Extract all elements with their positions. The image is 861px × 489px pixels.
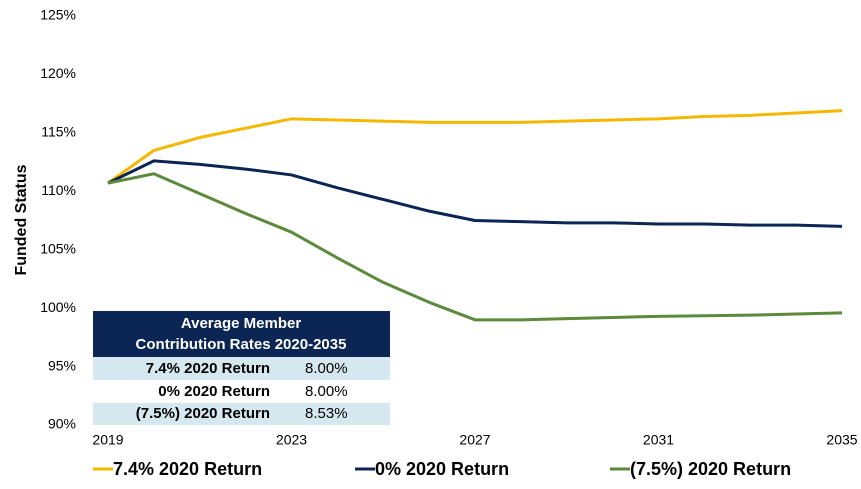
y-tick-label: 115% <box>41 124 76 140</box>
y-tick-label: 100% <box>40 299 76 315</box>
y-tick-label: 110% <box>41 182 76 198</box>
x-tick-label: 2023 <box>276 432 307 448</box>
x-tick-label: 2031 <box>643 432 674 448</box>
legend-label: 0% 2020 Return <box>375 459 509 479</box>
y-axis-label: Funded Status <box>13 164 30 275</box>
legend-label: 7.4% 2020 Return <box>113 459 262 479</box>
table-header-bg <box>93 311 390 357</box>
table-header: Contribution Rates 2020-2035 <box>136 336 347 353</box>
table-cell: 8.00% <box>305 383 348 400</box>
y-tick-label: 105% <box>40 240 76 256</box>
table-cell: (7.5%) 2020 Return <box>136 405 270 422</box>
y-tick-label: 90% <box>48 416 76 432</box>
x-tick-label: 2035 <box>826 432 857 448</box>
x-tick-label: 2019 <box>92 432 123 448</box>
y-tick-label: 120% <box>40 65 76 81</box>
x-tick-label: 2027 <box>459 432 490 448</box>
table-row-bg <box>93 403 390 425</box>
table-row-bg <box>93 357 390 380</box>
table-cell: 8.53% <box>305 405 348 422</box>
series-line <box>107 159 843 228</box>
table-cell: 7.4% 2020 Return <box>146 360 270 377</box>
legend-label: (7.5%) 2020 Return <box>630 459 791 479</box>
table-header: Average Member <box>181 315 301 332</box>
table-row-bg <box>93 380 390 403</box>
y-tick-label: 125% <box>40 7 76 23</box>
table-cell: 0% 2020 Return <box>158 383 270 400</box>
series-line <box>107 172 843 322</box>
y-tick-label: 95% <box>48 357 76 373</box>
table-cell: 8.00% <box>305 360 348 377</box>
series-line <box>107 109 843 185</box>
